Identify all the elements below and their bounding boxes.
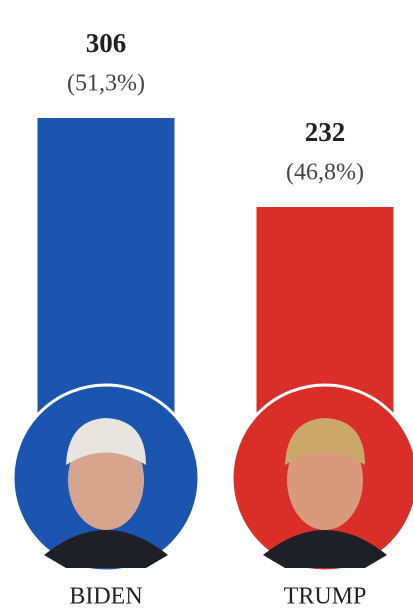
category-label: BIDEN xyxy=(69,584,142,610)
portrait-shoulders xyxy=(44,530,168,568)
portrait-shoulders xyxy=(263,530,387,568)
portrait xyxy=(11,383,201,573)
percent-label: (46,8%) xyxy=(286,159,364,185)
value-label: 306 xyxy=(86,28,127,58)
percent-label: (51,3%) xyxy=(67,71,145,97)
portrait xyxy=(230,383,413,573)
category-label: TRUMP xyxy=(284,584,367,610)
portrait-hair xyxy=(66,418,146,465)
value-label: 232 xyxy=(305,117,346,147)
portrait-hair xyxy=(285,418,365,465)
